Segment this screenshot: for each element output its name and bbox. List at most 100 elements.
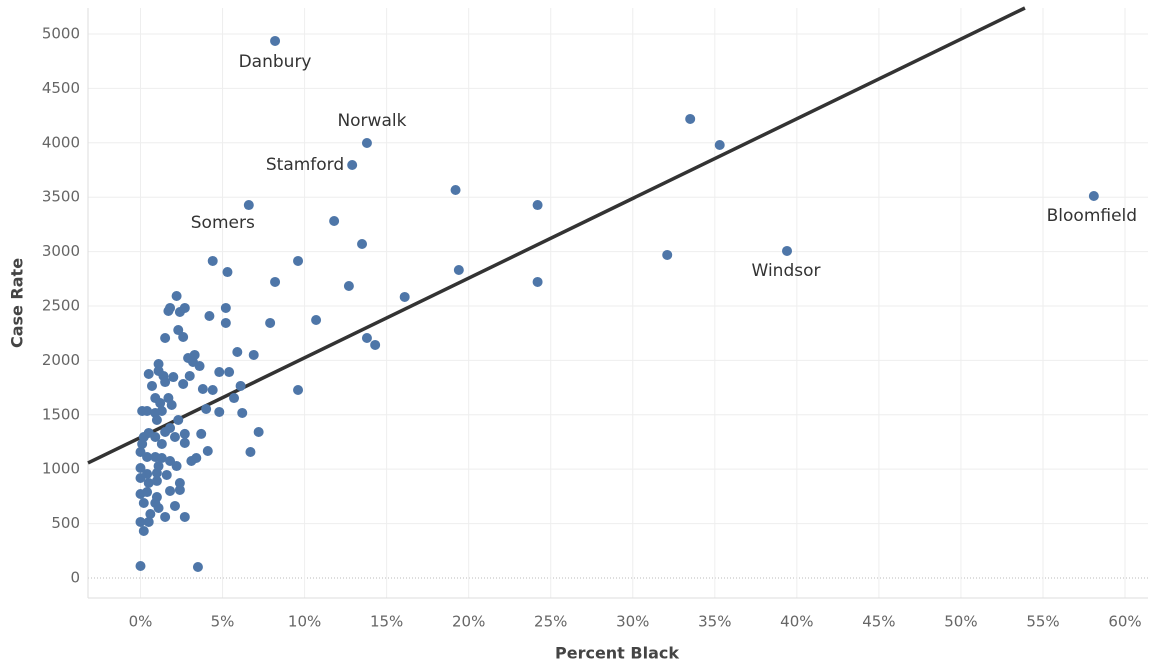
y-tick-label: 2000 [42, 351, 80, 369]
point [153, 358, 164, 369]
point [662, 249, 673, 260]
x-tick-label: 60% [1108, 613, 1141, 631]
point [173, 415, 184, 426]
point [532, 276, 543, 287]
point [168, 372, 179, 383]
x-tick-label: 35% [698, 613, 731, 631]
point [171, 461, 182, 472]
point [347, 159, 358, 170]
point [165, 302, 176, 313]
point [232, 347, 243, 358]
x-tick-label: 5% [211, 613, 235, 631]
point [243, 200, 254, 211]
point [161, 469, 172, 480]
point [184, 370, 195, 381]
point [143, 478, 154, 489]
point [151, 415, 162, 426]
point [201, 404, 212, 415]
y-tick-label: 0 [70, 568, 80, 586]
point [160, 332, 171, 343]
point [165, 485, 176, 496]
point [142, 487, 153, 498]
point [207, 384, 218, 395]
x-tick-label: 15% [370, 613, 403, 631]
y-tick-label: 1000 [42, 460, 80, 478]
point [1088, 190, 1099, 201]
point [146, 380, 157, 391]
point [196, 428, 207, 439]
point [714, 139, 725, 150]
point [179, 511, 190, 522]
point [270, 35, 281, 46]
y-tick-label: 5000 [42, 25, 80, 43]
point [214, 406, 225, 417]
point [311, 315, 322, 326]
point [153, 503, 164, 514]
point [179, 437, 190, 448]
x-tick-label: 40% [780, 613, 813, 631]
point-label: Stamford [266, 155, 344, 175]
point [532, 200, 543, 211]
x-tick-label: 50% [944, 613, 977, 631]
point [343, 280, 354, 291]
point [399, 291, 410, 302]
point [135, 516, 146, 527]
point [178, 331, 189, 342]
point [138, 525, 149, 536]
point [270, 276, 281, 287]
y-tick-label: 500 [51, 514, 80, 532]
point [237, 407, 248, 418]
point [186, 456, 197, 467]
x-tick-label: 25% [534, 613, 567, 631]
y-tick-label: 4500 [42, 79, 80, 97]
x-tick-label: 55% [1026, 613, 1059, 631]
point [253, 426, 264, 437]
point [197, 384, 208, 395]
point [138, 498, 149, 509]
point [155, 398, 166, 409]
point-label: Norwalk [337, 111, 406, 131]
point [329, 216, 340, 227]
point [160, 511, 171, 522]
point [265, 317, 276, 328]
trend-line [87, 6, 1026, 465]
point [194, 361, 205, 372]
point [361, 332, 372, 343]
point [248, 349, 259, 360]
point [142, 452, 153, 463]
point-label: Danbury [239, 52, 312, 72]
point-label: Bloomfield [1047, 206, 1137, 226]
point [782, 245, 793, 256]
point [158, 370, 169, 381]
y-tick-label: 3000 [42, 242, 80, 260]
point [165, 422, 176, 433]
point [357, 238, 368, 249]
point [207, 255, 218, 266]
point [143, 516, 154, 527]
point [169, 431, 180, 442]
point [220, 302, 231, 313]
point [137, 405, 148, 416]
point [192, 561, 203, 572]
point [171, 290, 182, 301]
point [220, 317, 231, 328]
y-axis-title: Case Rate [8, 258, 27, 348]
point [229, 393, 240, 404]
point [151, 467, 162, 478]
point [135, 561, 146, 572]
point [150, 431, 161, 442]
point [156, 452, 167, 463]
point [361, 138, 372, 149]
point [179, 428, 190, 439]
point [450, 185, 461, 196]
point [145, 509, 156, 520]
point [166, 399, 177, 410]
point [293, 384, 304, 395]
point [453, 264, 464, 275]
point-label: Windsor [752, 261, 821, 281]
point-label: Somers [191, 213, 255, 233]
x-axis-title: Percent Black [555, 644, 679, 663]
point [135, 462, 146, 473]
x-tick-label: 20% [452, 613, 485, 631]
